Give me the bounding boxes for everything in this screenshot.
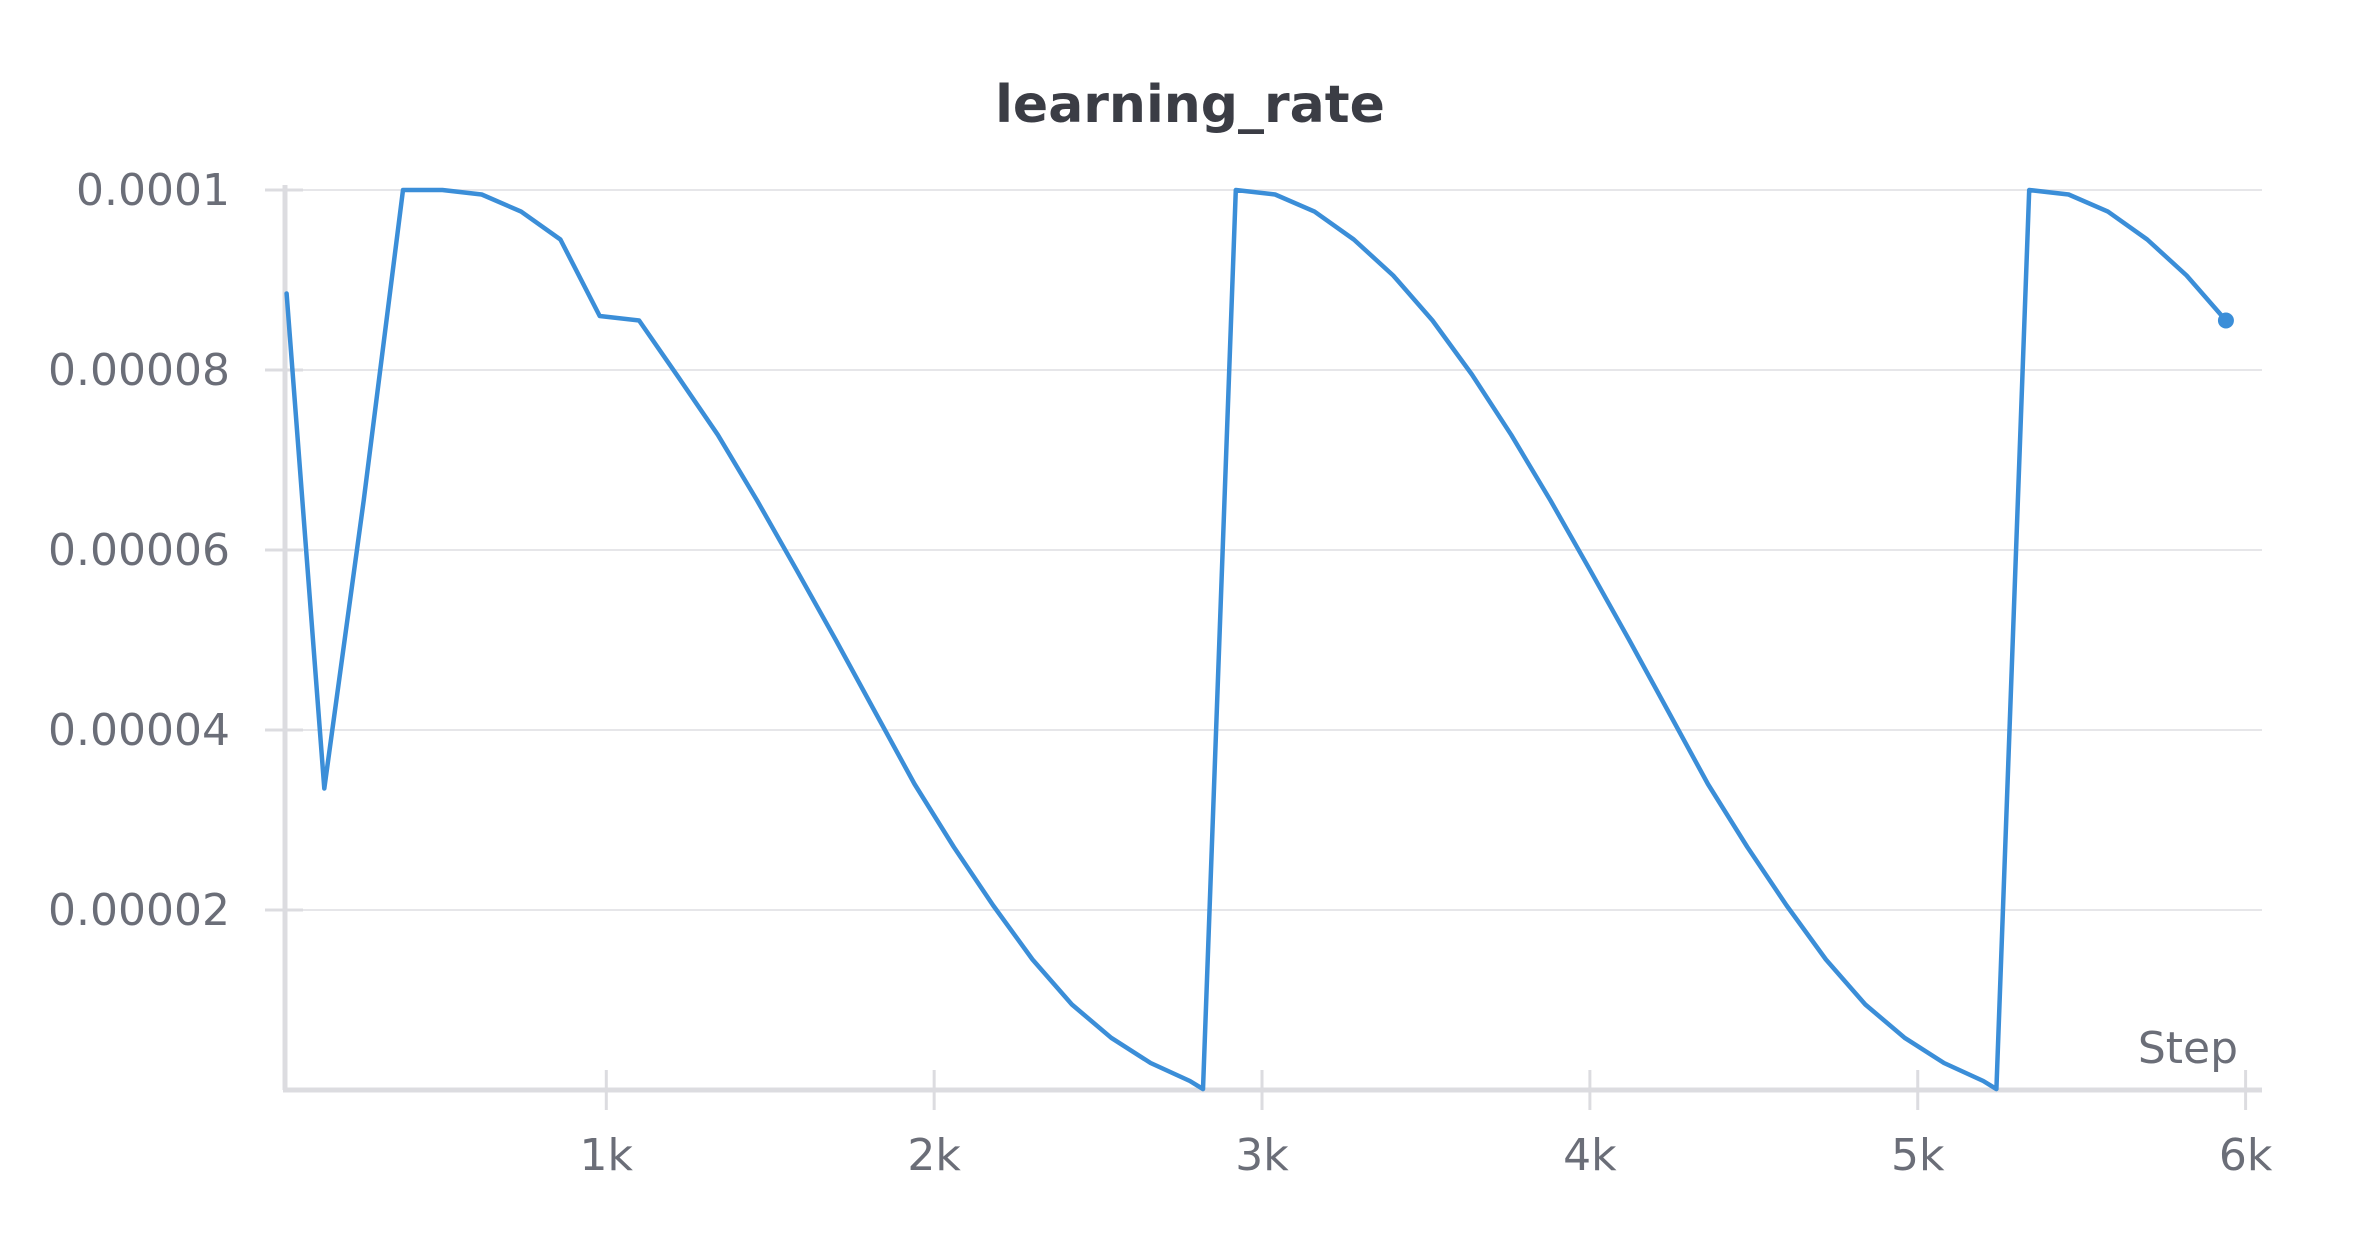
y-tick-label: 0.00002 [48,885,230,936]
x-axis-label: Step [2138,1023,2238,1074]
tick-labels: 0.00002 0.00004 0.00006 0.00008 0.0001 1k 2k 3k… [48,165,2273,1181]
x-tick-label: 6k [2219,1130,2273,1181]
grid-lines [285,189,2262,911]
x-tick-label: 2k [907,1130,961,1181]
series-line [284,187,2229,1092]
y-tick-label: 0.00004 [48,705,230,756]
y-tick-label: 0.00008 [48,345,230,396]
chart-title: learning_rate [995,75,1385,135]
y-tick-label: 0.00006 [48,525,230,576]
axes [265,185,2262,1110]
series-layer [284,187,2234,1092]
x-tick-label: 5k [1891,1130,1945,1181]
series-end-point [2217,312,2234,329]
x-tick-label: 1k [580,1130,634,1181]
x-tick-label: 4k [1563,1130,1617,1181]
x-tick-label: 3k [1235,1130,1289,1181]
y-tick-label: 0.0001 [76,165,230,216]
